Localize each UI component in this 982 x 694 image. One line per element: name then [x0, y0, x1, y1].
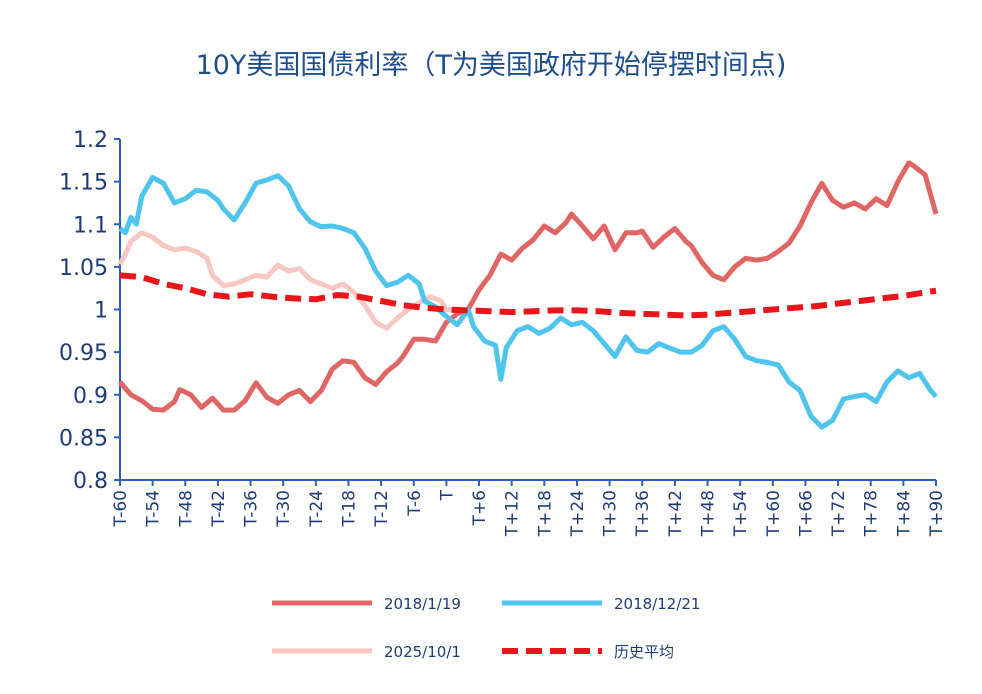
legend-label-3: 历史平均	[614, 643, 674, 661]
legend-label-1: 2018/12/21	[614, 595, 700, 613]
series-line-0	[118, 160, 939, 413]
y-tick-label: 1.2	[73, 128, 108, 153]
x-tick-label: T-30	[274, 490, 294, 528]
x-tick-label: T+48	[699, 490, 719, 537]
y-tick-label: 1.15	[59, 171, 108, 196]
x-tick-label: T+18	[535, 490, 555, 537]
x-tick-label: T+60	[764, 490, 784, 537]
y-tick-label: 1.1	[73, 213, 108, 238]
x-tick-label: T+90	[927, 490, 947, 537]
x-tick-label: T-36	[242, 490, 262, 528]
legend: 2018/1/19 2018/12/21 2025/10/1 历史平均	[272, 595, 700, 661]
x-tick-label: T-24	[307, 490, 327, 528]
x-tick-label: T+78	[862, 490, 882, 537]
x-tick-label: T-12	[372, 490, 392, 528]
y-tick-label: 0.8	[73, 469, 108, 494]
y-tick-label: 0.9	[73, 384, 108, 409]
series-line-3	[119, 272, 937, 319]
x-tick-label: T+54	[731, 490, 751, 537]
y-tick-label: 0.85	[59, 426, 108, 451]
axes: 0.8 0.85 0.9 0.95 1 1.05 1.1 1.15 1.2 T-60 T-54 T-4…	[59, 128, 947, 537]
x-tick-label: T-60	[111, 490, 131, 528]
x-tick-label: T-6	[405, 490, 425, 517]
x-tick-label: T-48	[176, 490, 196, 528]
x-tick-label: T+72	[829, 490, 849, 537]
x-tick-label: T+30	[601, 490, 621, 537]
x-tick-label: T-18	[339, 490, 359, 528]
series-line-1	[118, 173, 938, 430]
chart-title: 10Y美国国债利率（T为美国政府开始停摆时间点)	[196, 50, 787, 81]
x-tick-label: T+6	[470, 490, 490, 526]
x-tick-label: T+36	[633, 490, 653, 537]
legend-label-0: 2018/1/19	[384, 595, 461, 613]
x-tick-label: T+66	[796, 490, 816, 537]
x-tick-label: T	[437, 489, 457, 501]
x-tick-label: T+24	[568, 490, 588, 537]
y-tick-label: 0.95	[59, 341, 108, 366]
x-tick-label: T-42	[209, 490, 229, 528]
x-tick-label: T-54	[144, 490, 164, 528]
y-tick-label: 1	[94, 299, 108, 324]
legend-label-2: 2025/10/1	[384, 643, 461, 661]
x-tick-label: T+12	[503, 490, 523, 537]
y-tick-label: 1.05	[59, 256, 108, 281]
x-tick-label: T+42	[666, 490, 686, 537]
series-group	[117, 160, 939, 430]
x-tick-label: T+84	[894, 490, 914, 537]
